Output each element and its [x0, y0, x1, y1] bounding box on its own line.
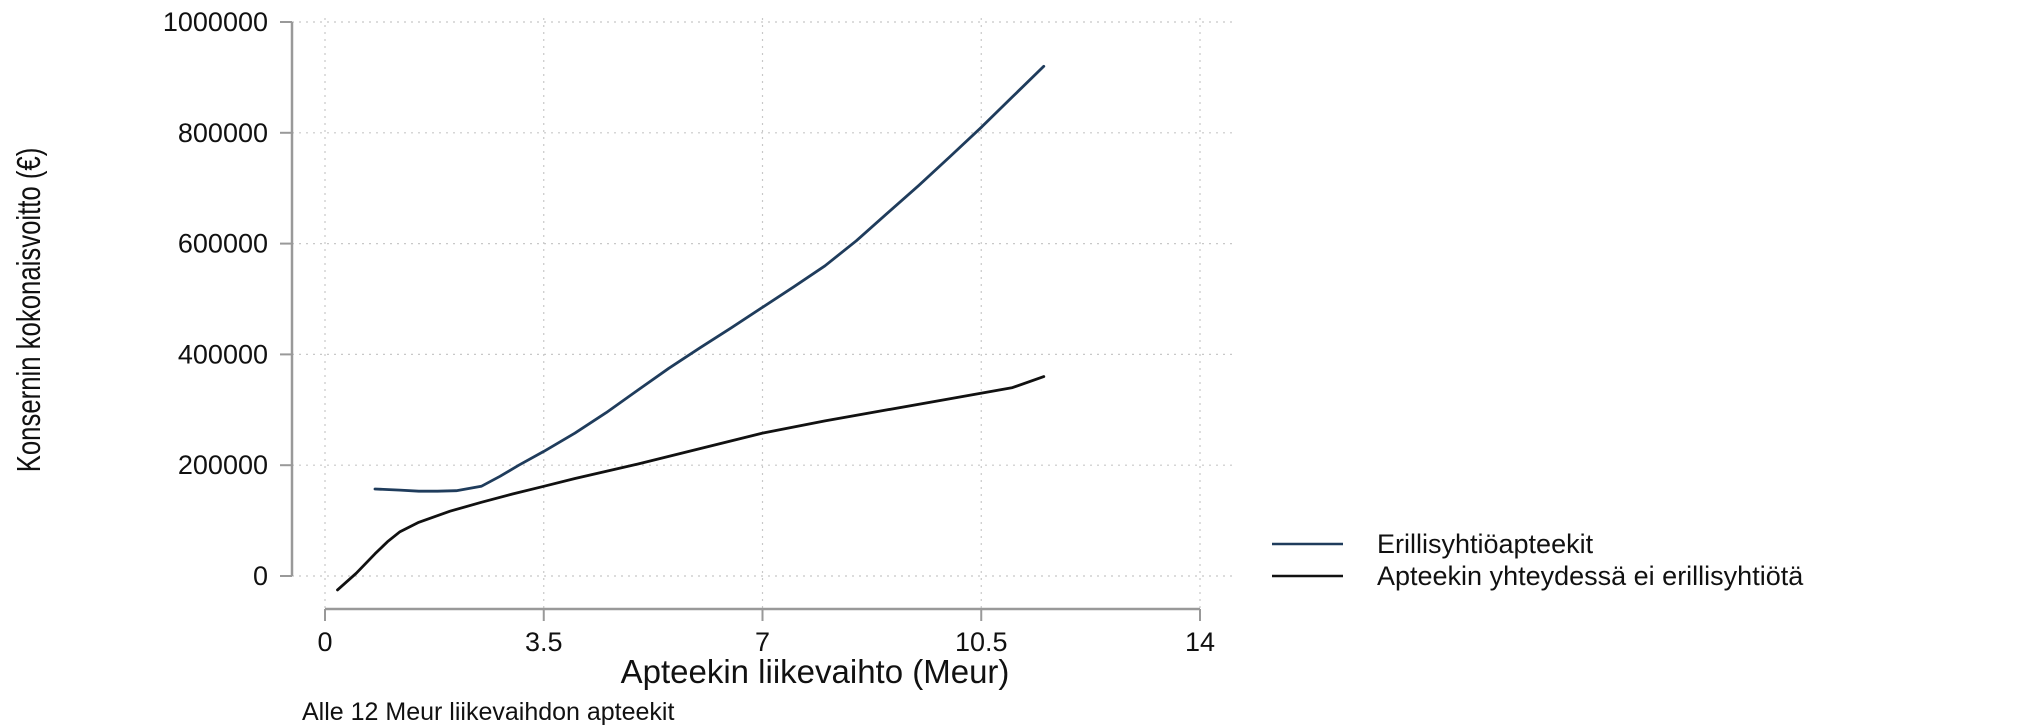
- y-axis-title: Konsernin kokonaisvoitto (€): [11, 148, 48, 473]
- x-axis-title: Apteekin liikevaihto (Meur): [621, 653, 1010, 690]
- series-lines: [336, 64, 1046, 592]
- y-tick-label: 200000: [178, 450, 268, 480]
- series-line-0: [373, 64, 1046, 493]
- x-tick-label: 0: [317, 627, 332, 657]
- y-tick-label: 0: [253, 561, 268, 591]
- legend-label-ei-erillisyhtiota: Apteekin yhteydessä ei erillisyhtiötä: [1377, 561, 1804, 591]
- x-tick-label: 3.5: [525, 627, 563, 657]
- gridlines: [292, 18, 1232, 608]
- legend-label-erillisyhtio: Erillisyhtiöapteekit: [1377, 529, 1594, 559]
- y-tick-label: 600000: [178, 229, 268, 259]
- series-line-1: [336, 375, 1046, 592]
- legend: Erillisyhtiöapteekit Apteekin yhteydessä…: [1272, 529, 1804, 591]
- y-tick-label: 800000: [178, 118, 268, 148]
- x-tick-label: 14: [1185, 627, 1215, 657]
- y-axis: 0 200000 400000 600000 800000 1000000: [163, 7, 294, 591]
- y-tick-label: 400000: [178, 339, 268, 369]
- y-tick-label: 1000000: [163, 7, 268, 37]
- x-tick-label: 10.5: [955, 627, 1008, 657]
- x-axis: 0 3.5 7 10.5 14: [317, 607, 1215, 657]
- x-tick-label: 7: [755, 627, 770, 657]
- chart-note: Alle 12 Meur liikevaihdon apteekit: [302, 698, 674, 726]
